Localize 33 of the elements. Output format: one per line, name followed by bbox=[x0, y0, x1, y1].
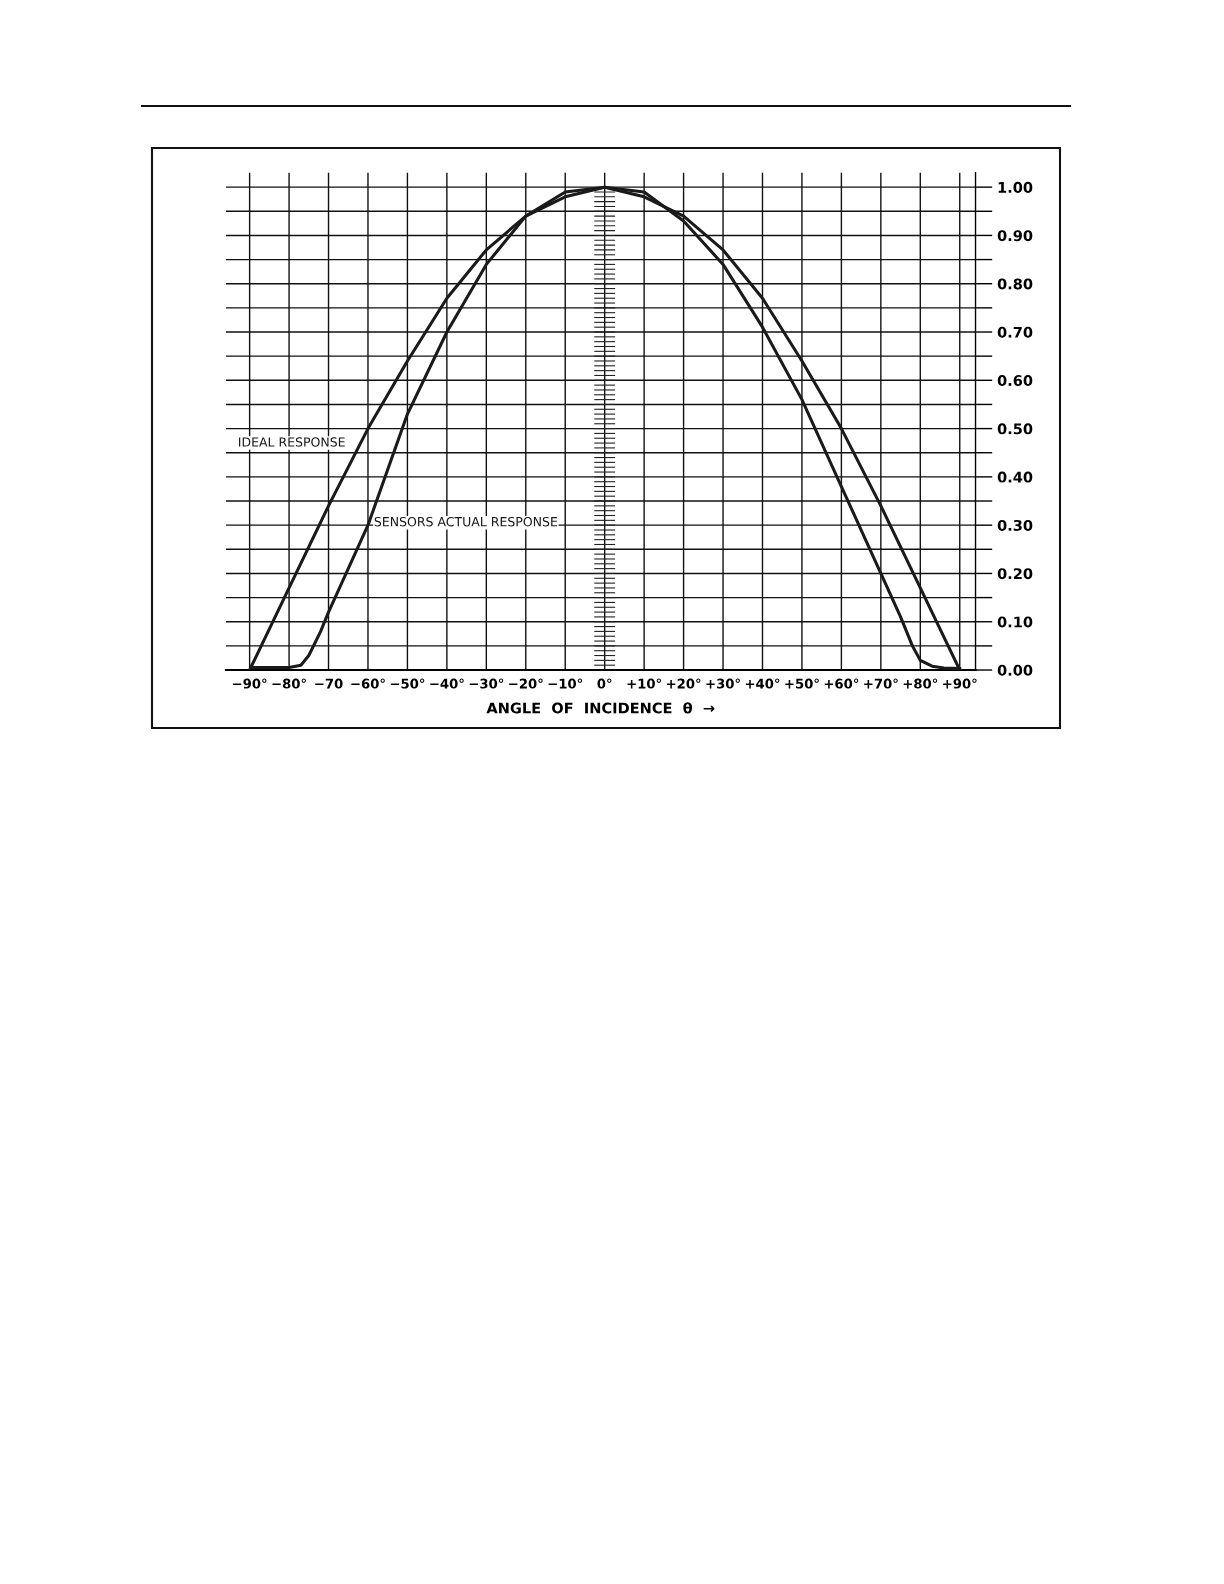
x-tick-label: +80° bbox=[903, 678, 938, 689]
x-tick-label: +50° bbox=[785, 678, 819, 689]
y-tick-label: 0.60 bbox=[997, 375, 1033, 387]
x-tick-label: −50° bbox=[390, 678, 425, 689]
x-tick-label: +10° bbox=[627, 678, 661, 689]
x-tick-label: −20° bbox=[509, 678, 543, 689]
y-tick-label: 0.30 bbox=[997, 519, 1033, 531]
x-tick-label: −90° bbox=[233, 678, 267, 689]
x-tick-label: +70° bbox=[864, 678, 898, 689]
x-tick-label: +40° bbox=[745, 678, 780, 689]
series-label: SENSORS ACTUAL RESPONSE bbox=[374, 516, 558, 527]
x-tick-label: −60° bbox=[351, 678, 385, 689]
y-tick-label: 0.50 bbox=[997, 423, 1033, 435]
y-tick-label: 0.00 bbox=[997, 664, 1033, 676]
x-axis-title: ANGLE OF INCIDENCE θ → bbox=[486, 702, 715, 714]
x-tick-label: −80° bbox=[272, 678, 306, 689]
y-tick-label: 0.90 bbox=[997, 230, 1033, 242]
x-tick-label: −10° bbox=[548, 678, 583, 689]
y-tick-label: 0.80 bbox=[997, 278, 1033, 290]
y-tick-label: 0.20 bbox=[997, 568, 1033, 580]
series-label: IDEAL RESPONSE bbox=[239, 437, 345, 447]
x-tick-label: −30° bbox=[469, 678, 504, 689]
x-tick-label: +90° bbox=[943, 678, 977, 689]
x-tick-label: 0° bbox=[597, 678, 612, 689]
y-tick-label: 0.70 bbox=[997, 326, 1033, 338]
x-tick-label: +30° bbox=[706, 678, 740, 689]
y-tick-label: 0.40 bbox=[997, 471, 1033, 483]
x-tick-label: +60° bbox=[824, 678, 859, 689]
y-tick-label: 1.00 bbox=[998, 181, 1033, 193]
x-tick-label: −70 bbox=[315, 678, 343, 689]
x-tick-label: −40° bbox=[430, 678, 464, 689]
y-tick-label: 0.10 bbox=[997, 616, 1033, 628]
x-tick-label: +20° bbox=[666, 678, 701, 689]
